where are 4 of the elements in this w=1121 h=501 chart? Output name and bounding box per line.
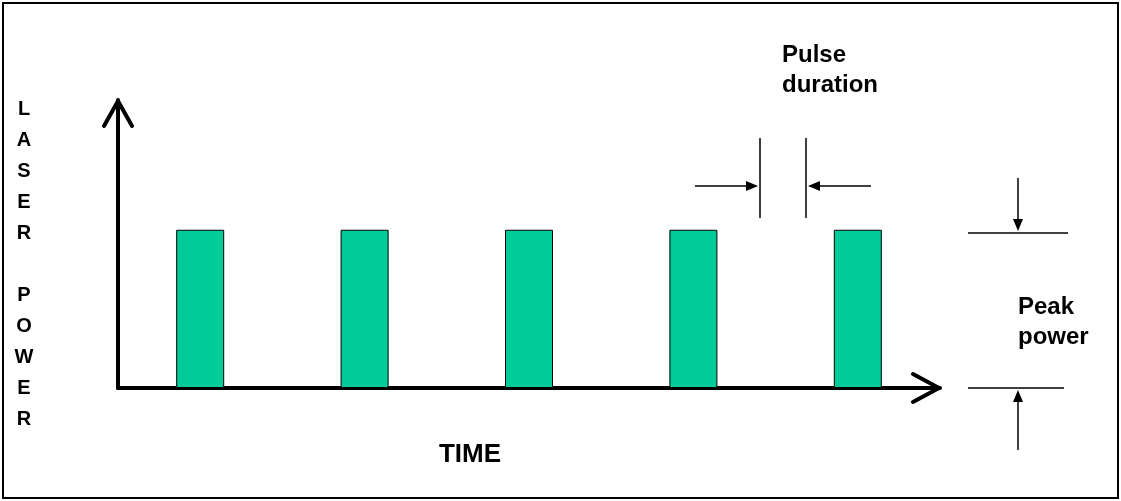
text: Pulse duration xyxy=(782,39,878,97)
text: LASER POWER xyxy=(14,96,34,429)
text: Peak power xyxy=(1018,291,1089,349)
x-axis-title: TIME xyxy=(438,438,502,468)
